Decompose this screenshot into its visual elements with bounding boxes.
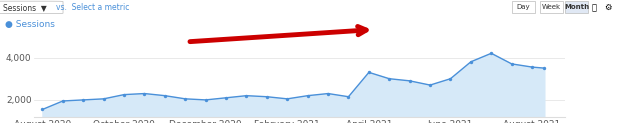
Point <box>58 100 68 102</box>
Point <box>425 84 435 86</box>
FancyBboxPatch shape <box>565 1 588 13</box>
Point <box>119 94 129 96</box>
FancyBboxPatch shape <box>512 1 535 13</box>
Point <box>405 80 415 82</box>
Text: Week: Week <box>542 4 561 10</box>
Point <box>241 95 251 97</box>
Point <box>180 98 190 100</box>
Point <box>486 52 496 54</box>
Text: Day: Day <box>517 4 530 10</box>
FancyBboxPatch shape <box>540 1 563 13</box>
Point <box>282 98 292 100</box>
Text: ⚙: ⚙ <box>605 3 612 12</box>
Text: ● Sessions: ● Sessions <box>5 20 55 29</box>
Text: 📊: 📊 <box>592 3 597 12</box>
Point <box>221 97 231 99</box>
FancyBboxPatch shape <box>0 1 63 14</box>
Text: Month: Month <box>564 4 589 10</box>
Point <box>384 78 394 80</box>
Point <box>364 71 374 73</box>
Point <box>466 61 476 63</box>
Point <box>507 63 517 65</box>
Text: Sessions  ▼: Sessions ▼ <box>3 3 47 12</box>
Point <box>201 99 211 101</box>
Point <box>37 108 47 110</box>
Point <box>446 78 456 80</box>
Point <box>160 95 170 97</box>
Point <box>527 66 537 68</box>
Point <box>343 96 353 98</box>
Point <box>262 96 272 98</box>
Point <box>323 93 333 95</box>
Point <box>78 99 88 101</box>
Point <box>303 95 313 97</box>
Point <box>539 67 549 69</box>
Text: vs.  Select a metric: vs. Select a metric <box>56 3 130 12</box>
Point <box>99 98 109 100</box>
Point <box>140 93 150 95</box>
